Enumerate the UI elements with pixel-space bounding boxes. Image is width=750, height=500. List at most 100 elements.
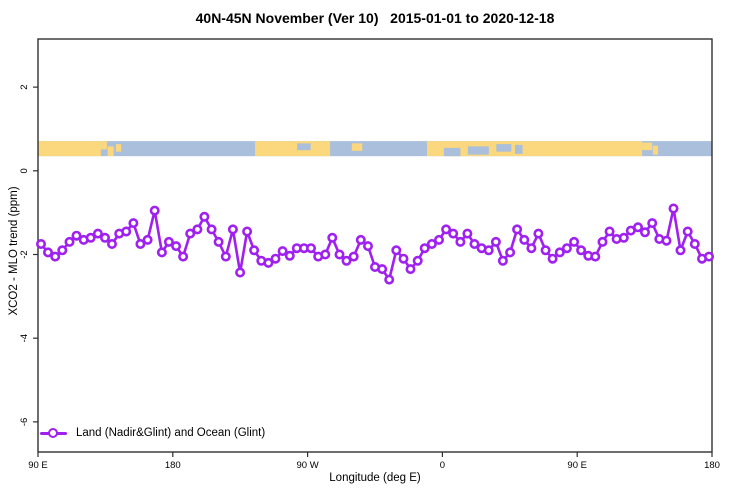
data-point-marker	[305, 243, 316, 254]
data-point-marker	[377, 264, 388, 275]
data-point-marker	[455, 236, 466, 247]
data-point-marker	[661, 235, 672, 246]
data-point-marker	[327, 232, 338, 243]
land-segment	[100, 141, 107, 150]
data-point-marker	[533, 228, 544, 239]
data-point-marker	[632, 222, 643, 233]
data-point-marker	[57, 245, 68, 256]
water-patch	[515, 144, 523, 154]
land-segment	[115, 144, 122, 152]
data-point-marker	[469, 239, 480, 250]
data-point-marker	[462, 228, 473, 239]
data-point-marker	[675, 245, 686, 256]
data-point-marker	[235, 267, 246, 278]
data-point-marker	[419, 243, 430, 254]
data-point-marker	[703, 251, 714, 262]
data-point-marker	[85, 232, 96, 243]
data-point-marker	[341, 255, 352, 266]
data-point-marker	[178, 251, 189, 262]
data-point-marker	[412, 255, 423, 266]
data-point-marker	[547, 253, 558, 264]
data-point-marker	[171, 241, 182, 252]
data-point-marker	[163, 236, 174, 247]
data-point-marker	[362, 241, 373, 252]
data-point-marker	[142, 234, 153, 245]
data-point-marker	[320, 249, 331, 260]
data-point-marker	[554, 247, 565, 258]
data-point-marker	[540, 245, 551, 256]
y-axis-title: XCO2 - MLO trend (ppm)	[8, 186, 20, 316]
y-tick-label: 2	[19, 84, 30, 89]
data-point-marker	[448, 228, 459, 239]
data-point-marker	[156, 247, 167, 258]
data-point-marker	[526, 243, 537, 254]
data-point-marker	[604, 226, 615, 237]
data-point-marker	[426, 239, 437, 250]
water-patch	[467, 146, 489, 155]
data-point-marker	[192, 224, 203, 235]
data-point-marker	[35, 239, 46, 250]
water-patch	[496, 144, 512, 152]
land-segment	[351, 143, 363, 151]
data-point-marker	[490, 236, 501, 247]
data-point-marker	[220, 251, 231, 262]
data-point-marker	[213, 236, 224, 247]
data-point-marker	[71, 230, 82, 241]
water-patch	[297, 143, 311, 151]
legend-line-sample	[40, 427, 67, 438]
x-tick-label: 90 W	[297, 460, 319, 471]
data-point-marker	[249, 245, 260, 256]
data-point-marker	[433, 234, 444, 245]
data-point-marker	[391, 245, 402, 256]
data-point-marker	[128, 218, 139, 229]
data-point-marker	[227, 224, 238, 235]
data-point-marker	[348, 251, 359, 262]
x-tick-label: 90 E	[567, 460, 587, 471]
data-point-marker	[597, 236, 608, 247]
data-point-marker	[107, 239, 118, 250]
data-point-marker	[242, 226, 253, 237]
data-point-marker	[64, 236, 75, 247]
x-tick-label: 90 E	[28, 460, 48, 471]
data-point-marker	[135, 239, 146, 250]
chart-title: 40N-45N November (Ver 10) 2015-01-01 to …	[195, 10, 555, 26]
x-axis-title: Longitude (deg E)	[329, 472, 421, 484]
data-point-marker	[398, 253, 409, 264]
legend-marker-circle-icon	[48, 427, 58, 438]
legend-label: Land (Nadir&Glint) and Ocean (Glint)	[76, 427, 266, 439]
data-point-marker	[355, 234, 366, 245]
data-point-marker	[405, 264, 416, 275]
land-segment	[642, 142, 653, 151]
data-point-marker	[42, 247, 53, 258]
data-point-marker	[384, 274, 395, 285]
data-point-marker	[497, 255, 508, 266]
data-point-marker	[561, 243, 572, 254]
data-point-marker	[512, 224, 523, 235]
data-point-marker	[92, 228, 103, 239]
data-point-marker	[647, 218, 658, 229]
data-point-marker	[639, 227, 650, 238]
land-segment	[38, 141, 101, 157]
data-point-marker	[682, 226, 693, 237]
y-tick-label: -6	[19, 418, 30, 426]
data-point-marker	[149, 205, 160, 216]
data-point-marker	[576, 245, 587, 256]
data-point-marker	[668, 203, 679, 214]
data-point-marker	[263, 257, 274, 268]
x-tick-label: 180	[704, 460, 720, 471]
data-point-marker	[100, 232, 111, 243]
data-point-marker	[590, 251, 601, 262]
data-point-marker	[689, 239, 700, 250]
data-point-marker	[483, 245, 494, 256]
data-point-marker	[277, 246, 288, 257]
data-point-marker	[270, 253, 281, 264]
data-point-marker	[185, 228, 196, 239]
x-tick-label: 180	[165, 460, 181, 471]
data-point-marker	[50, 251, 61, 262]
y-tick-label: -2	[19, 250, 30, 258]
y-tick-label: 0	[19, 168, 30, 173]
data-point-marker	[569, 236, 580, 247]
x-tick-label: 0	[440, 460, 445, 471]
data-point-marker	[284, 250, 295, 261]
